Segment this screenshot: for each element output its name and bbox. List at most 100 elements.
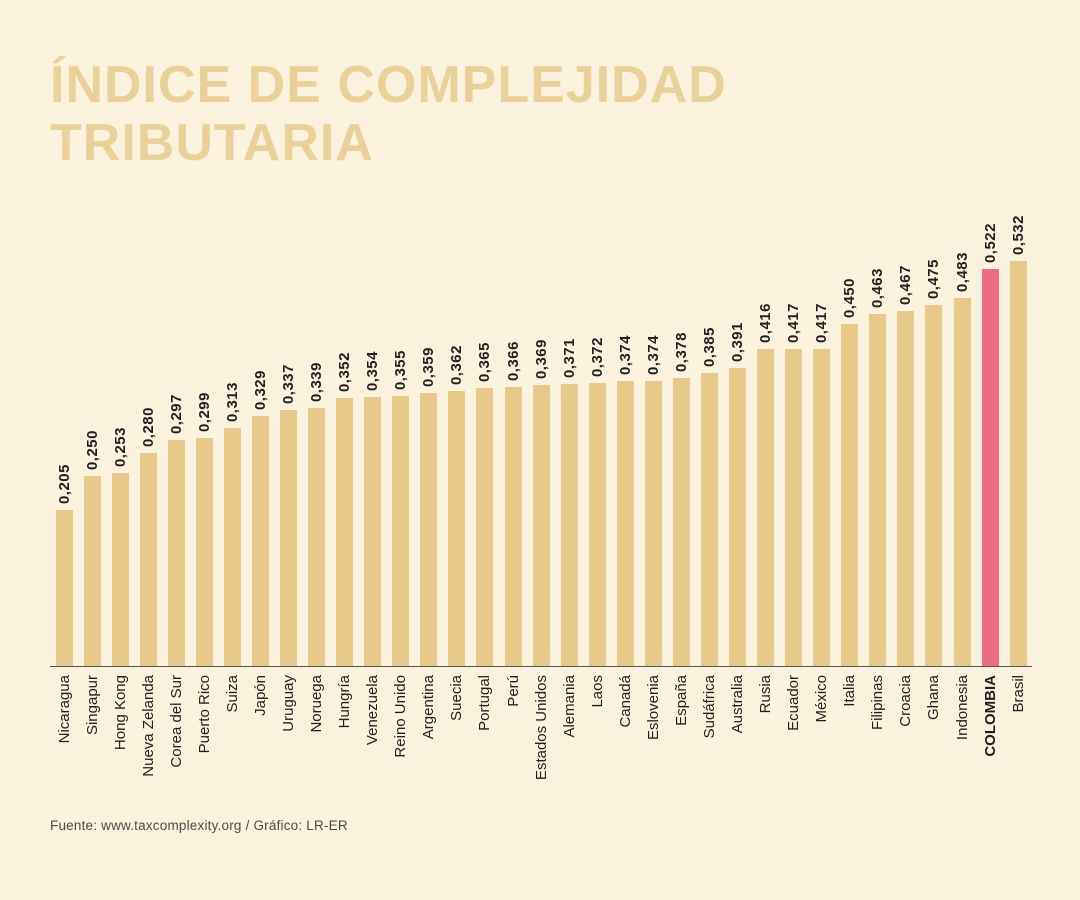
category-label-area: Japón [246,666,274,716]
category-label: Nueva Zelanda [139,675,157,777]
bar-value-label: 0,450 [841,277,859,318]
bar-column: 0,253 Hong Kong [106,178,134,750]
category-label: Estados Unidos [532,675,550,781]
category-label-area: Ghana [920,666,948,720]
category-label: Nicaragua [55,675,73,744]
bar-column: 0,369 Estados Unidos [527,178,555,780]
bar [785,349,803,666]
bar-value-label: 0,463 [869,267,887,308]
bar-value-label: 0,359 [420,346,438,387]
bar-column: 0,378 España [667,178,695,726]
bar-column: 0,339 Noruega [303,178,331,733]
bar [336,398,354,666]
bar [560,384,578,666]
category-label: Ghana [925,675,943,721]
bar-value-label: 0,250 [83,429,101,470]
bar-value-label: 0,253 [111,426,129,467]
bar-value-label: 0,337 [280,363,298,404]
category-label: Japón [251,675,269,716]
bar-value-label: 0,365 [476,341,494,382]
bar-column: 0,205 Nicaragua [50,178,78,743]
bar-value-label: 0,371 [560,337,578,378]
category-label-area: Eslovenia [639,666,667,740]
bar-column: 0,329 Japón [246,178,274,716]
bar-value-label: 0,313 [223,381,241,422]
bar [532,385,550,666]
bar-chart: 0,205 Nicaragua 0,250 Singapur 0,253 Hong Kon… [50,178,1032,780]
bar-value-label: 0,299 [195,391,213,432]
bar [364,397,382,666]
category-label: Suiza [223,675,241,713]
category-label-area: Hungría [331,666,359,728]
bar-value-label: 0,280 [139,406,157,447]
category-label: Reino Unido [392,675,410,758]
category-label-area: Nueva Zelanda [134,666,162,777]
category-label: Filipinas [869,675,887,731]
category-label-area: Alemania [555,666,583,738]
bar [308,408,326,666]
bar [729,368,747,666]
bar-column: 0,366 Perú [499,178,527,707]
plot-area: 0,205 Nicaragua 0,250 Singapur 0,253 Hong Kon… [50,178,1032,780]
category-label-area: Australia [724,666,752,733]
category-label-area: Filipinas [864,666,892,730]
category-label-area: Estados Unidos [527,666,555,780]
bar [55,510,73,666]
chart-title: ÍNDICE DE COMPLEJIDAD TRIBUTARIA [50,56,727,173]
category-label: Italia [841,675,859,707]
bar-column: 0,463 Filipinas [864,178,892,730]
bar-column: 0,362 Suecia [443,178,471,721]
bar-value-label: 0,355 [392,349,410,390]
bar-value-label: 0,362 [448,344,466,385]
bar [925,305,943,666]
category-label: Ecuador [785,675,803,731]
category-label: Corea del Sur [167,675,185,768]
category-label: Alemania [560,675,578,738]
bar-value-label: 0,391 [729,321,747,362]
bar-value-label: 0,339 [308,361,326,402]
category-label: Brasil [1009,675,1027,713]
bar-column: 0,352 Hungría [331,178,359,728]
category-label-area: Uruguay [275,666,303,732]
category-label: Croacia [897,675,915,727]
category-label: COLOMBIA [981,675,999,757]
category-label: Venezuela [364,675,382,746]
category-label-area: Reino Unido [387,666,415,758]
category-label-area: Laos [583,666,611,708]
bar [588,383,606,666]
bar-column: 0,417 Ecuador [780,178,808,731]
category-label-area: Suiza [218,666,246,713]
bar-value-label: 0,205 [55,463,73,504]
bar [953,298,971,666]
category-label-area: Singapur [78,666,106,735]
bar-highlighted [981,269,999,666]
bar [448,391,466,666]
category-label-area: Argentina [415,666,443,739]
bar-value-label: 0,385 [700,326,718,367]
category-label-area: COLOMBIA [976,666,1004,757]
bar-column: 0,337 Uruguay [275,178,303,732]
bar [700,373,718,666]
category-label: Perú [504,675,522,707]
bar-column: 0,250 Singapur [78,178,106,735]
category-label-area: Brasil [1004,666,1032,713]
bar [1009,261,1027,666]
bar-column: 0,450 Italia [836,178,864,707]
category-label-area: Noruega [303,666,331,733]
bar [392,396,410,666]
category-label-area: Corea del Sur [162,666,190,768]
bar [111,473,129,666]
category-label-area: Portugal [471,666,499,731]
category-label-area: Canadá [611,666,639,728]
bar-column: 0,313 Suiza [218,178,246,713]
bar-column: 0,417 México [808,178,836,723]
bar-column: 0,385 Sudáfrica [695,178,723,738]
bar-column: 0,416 Rusia [752,178,780,713]
bar-column: 0,467 Croacia [892,178,920,727]
bar-column: 0,374 Canadá [611,178,639,728]
category-label: Uruguay [280,675,298,732]
category-label: México [813,675,831,723]
bar-column: 0,354 Venezuela [359,178,387,745]
bar [813,349,831,666]
bar [223,428,241,666]
